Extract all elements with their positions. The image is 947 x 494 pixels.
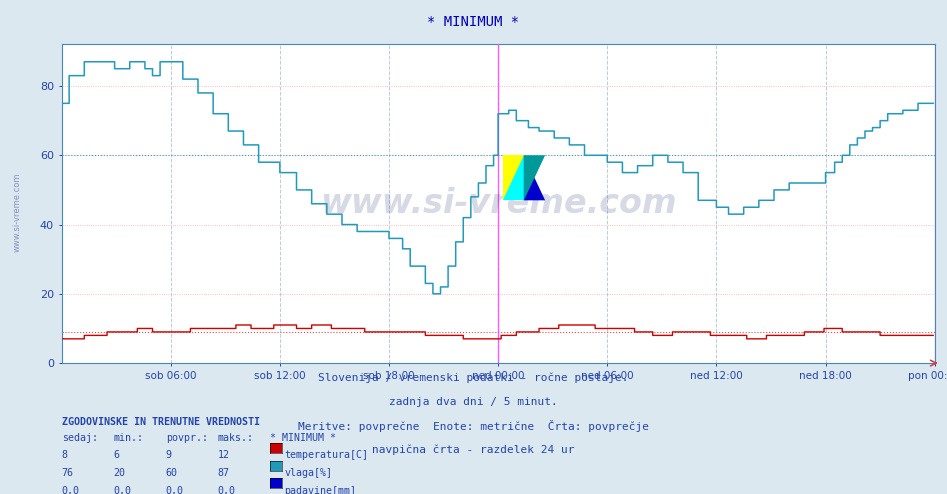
Text: temperatura[C]: temperatura[C] [284, 451, 368, 460]
Text: 0,0: 0,0 [166, 486, 184, 494]
Polygon shape [503, 155, 524, 200]
Text: 8: 8 [62, 451, 67, 460]
Text: 87: 87 [218, 468, 230, 478]
Text: maks.:: maks.: [218, 433, 254, 443]
Text: navpična črta - razdelek 24 ur: navpična črta - razdelek 24 ur [372, 444, 575, 454]
Polygon shape [524, 155, 545, 200]
Text: ZGODOVINSKE IN TRENUTNE VREDNOSTI: ZGODOVINSKE IN TRENUTNE VREDNOSTI [62, 417, 259, 427]
Text: Meritve: povprečne  Enote: metrične  Črta: povprečje: Meritve: povprečne Enote: metrične Črta:… [298, 420, 649, 432]
Text: 9: 9 [166, 451, 171, 460]
Text: zadnja dva dni / 5 minut.: zadnja dva dni / 5 minut. [389, 397, 558, 407]
Text: sedaj:: sedaj: [62, 433, 98, 443]
Text: 76: 76 [62, 468, 74, 478]
Text: povpr.:: povpr.: [166, 433, 207, 443]
Bar [503, 155, 524, 200]
Text: * MINIMUM *: * MINIMUM * [427, 15, 520, 29]
Text: 6: 6 [114, 451, 119, 460]
Text: 0,0: 0,0 [218, 486, 236, 494]
Text: * MINIMUM *: * MINIMUM * [270, 433, 336, 443]
Text: 0,0: 0,0 [114, 486, 132, 494]
Text: min.:: min.: [114, 433, 144, 443]
Text: 60: 60 [166, 468, 178, 478]
Text: Slovenija / vremenski podatki - ročne postaje.: Slovenija / vremenski podatki - ročne po… [318, 373, 629, 383]
Text: vlaga[%]: vlaga[%] [284, 468, 332, 478]
Text: 0,0: 0,0 [62, 486, 80, 494]
Text: padavine[mm]: padavine[mm] [284, 486, 356, 494]
Text: www.si-vreme.com: www.si-vreme.com [320, 187, 676, 220]
Text: 20: 20 [114, 468, 126, 478]
Polygon shape [524, 155, 545, 200]
Text: 12: 12 [218, 451, 230, 460]
Text: www.si-vreme.com: www.si-vreme.com [12, 173, 22, 252]
